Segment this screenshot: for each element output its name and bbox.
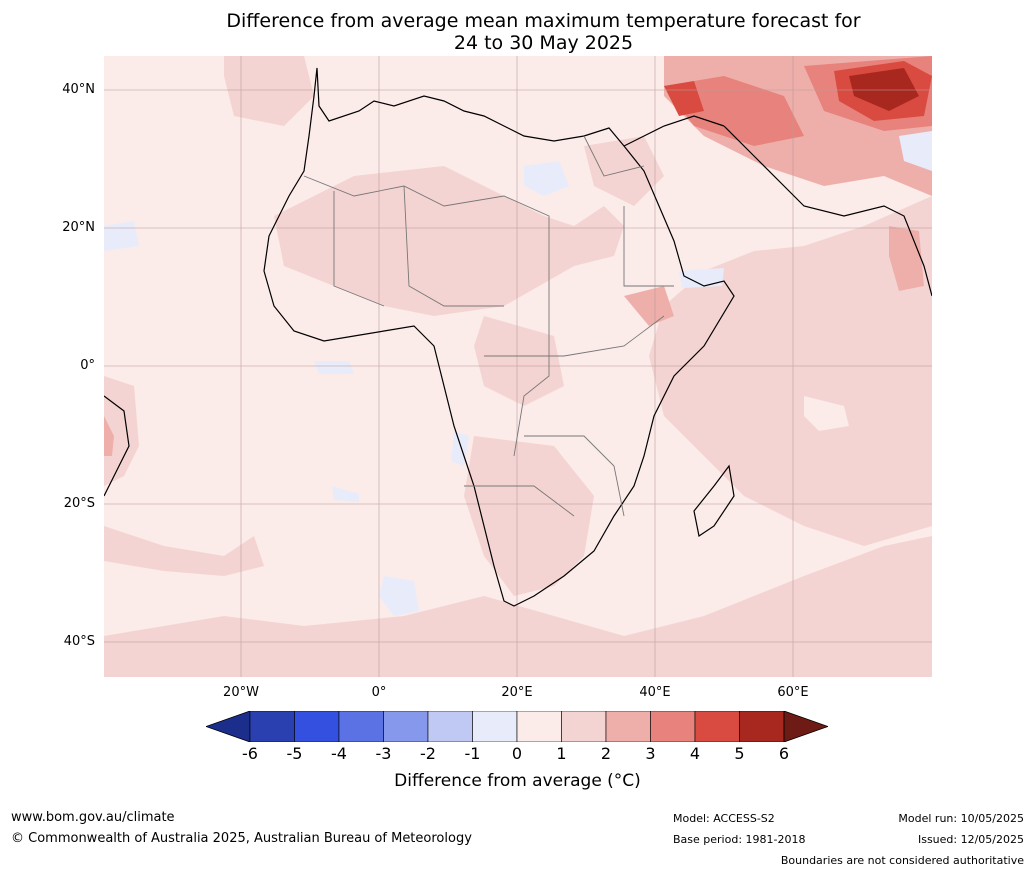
colorbar-bin [561, 711, 607, 742]
colorbar-bin [739, 711, 785, 742]
colorbar-bin [338, 711, 384, 742]
lat-label-equator: 0° [80, 358, 95, 373]
lon-label-60e: 60°E [777, 685, 809, 700]
map-title: Difference from average mean maximum tem… [0, 10, 1035, 54]
title-line-2: 24 to 30 May 2025 [453, 32, 634, 54]
issued-text: Issued: 12/05/2025 [917, 833, 1024, 846]
copyright-text: © Commonwealth of Australia 2025, Austra… [11, 831, 472, 846]
title-line-1: Difference from average mean maximum tem… [226, 10, 861, 32]
colorbar-tick-label: -2 [420, 744, 436, 763]
colorbar-bin [427, 711, 473, 742]
colorbar-tick-label: 2 [600, 744, 612, 763]
lon-label-20e: 20°E [501, 685, 533, 700]
lon-label-20w: 20°W [223, 685, 259, 700]
colorbar-bin [516, 711, 562, 742]
lon-label-0: 0° [371, 685, 387, 700]
colorbar-tick-label: 4 [689, 744, 701, 763]
lat-label-20n: 20°N [62, 220, 95, 235]
base-period-text: Base period: 1981-2018 [673, 833, 806, 846]
colorbar-tick-label: -6 [242, 744, 258, 763]
colorbar-tick-label: 1 [556, 744, 567, 763]
colorbar-tick-label: 0 [511, 744, 523, 763]
map-canvas [104, 56, 932, 677]
colorbar-bin [249, 711, 295, 742]
colorbar-tick-label: 6 [778, 744, 790, 763]
colorbar-label: Difference from average (°C) [394, 771, 641, 791]
colorbar-tick-label: -5 [286, 744, 303, 763]
colorbar [206, 711, 828, 742]
anomaly-shading [104, 56, 932, 677]
website-link[interactable]: www.bom.gov.au/climate [11, 810, 175, 825]
model-text: Model: ACCESS-S2 [673, 812, 775, 825]
colorbar-tick-label: -1 [464, 744, 481, 763]
colorbar-bin [605, 711, 651, 742]
colorbar-bin [383, 711, 429, 742]
colorbar-tick-label: 3 [645, 744, 656, 763]
lat-label-40n: 40°N [62, 82, 95, 97]
colorbar-tick-label: 5 [734, 744, 745, 763]
colorbar-bin [294, 711, 340, 742]
colorbar-bin [694, 711, 740, 742]
graticule [104, 56, 932, 677]
lat-label-40s: 40°S [63, 634, 95, 649]
colorbar-extend-low [206, 711, 251, 742]
model-run-text: Model run: 10/05/2025 [898, 812, 1024, 825]
colorbar-tick-label: -3 [375, 744, 392, 763]
borders [303, 135, 674, 517]
boundaries-note: Boundaries are not considered authoritat… [780, 854, 1024, 867]
coastlines [104, 67, 932, 607]
colorbar-bin [650, 711, 696, 742]
lon-label-40e: 40°E [639, 685, 671, 700]
forecast-map [104, 56, 932, 677]
colorbar-extend-high [783, 711, 828, 742]
colorbar-bin [472, 711, 518, 742]
lat-label-20s: 20°S [63, 496, 95, 511]
colorbar-tick-label: -4 [331, 744, 347, 763]
